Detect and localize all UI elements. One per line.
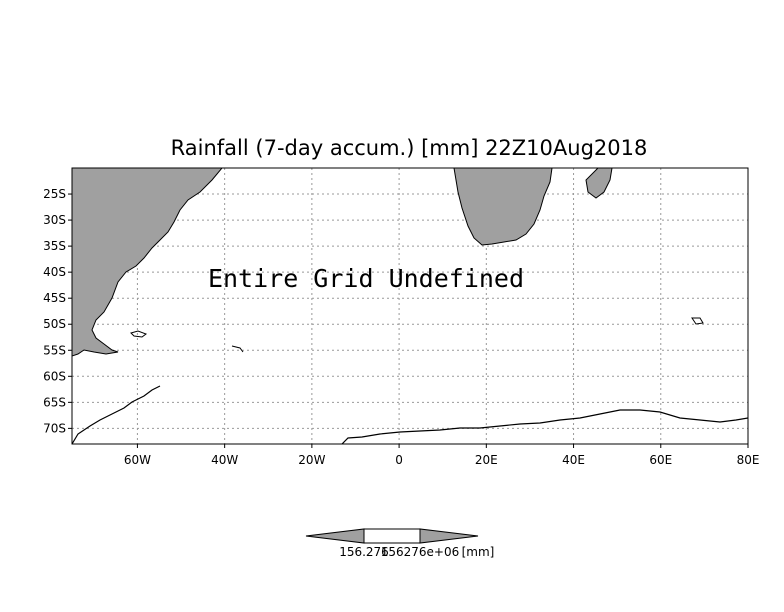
colorbar-left-triangle bbox=[305, 528, 365, 544]
colorbar-right-triangle bbox=[419, 528, 479, 544]
undefined-grid-message: Entire Grid Undefined bbox=[208, 264, 524, 293]
colorbar-unit-label: [mm] bbox=[462, 545, 495, 559]
colorbar-label-low: 156.276 bbox=[339, 545, 389, 559]
longitude-tick-label: 60E bbox=[649, 453, 672, 467]
south-georgia-island bbox=[231, 345, 244, 353]
latitude-tick-label: 60S bbox=[43, 369, 66, 383]
map-frame bbox=[71, 167, 749, 445]
latitude-tick-label: 30S bbox=[43, 213, 66, 227]
longitude-tick-label: 0 bbox=[395, 453, 403, 467]
latitude-tick-label: 50S bbox=[43, 317, 66, 331]
colorbar: 156.276 156276e+06 [mm] bbox=[305, 528, 495, 559]
longitude-tick-label: 40W bbox=[211, 453, 238, 467]
antarctic-peninsula-coast bbox=[72, 385, 161, 444]
latitude-tick-label: 70S bbox=[43, 421, 66, 435]
map-title: Rainfall (7-day accum.) [mm] 22Z10Aug201… bbox=[171, 136, 648, 160]
antarctica-coast bbox=[341, 409, 748, 444]
latitude-tick-label: 65S bbox=[43, 395, 66, 409]
latitude-axis: 25S 30S 35S 40S 45S 50S 55S 60S 65S 70S bbox=[43, 187, 72, 435]
longitude-tick-label: 60W bbox=[124, 453, 151, 467]
colorbar-center-box bbox=[363, 528, 421, 544]
kerguelen-islands bbox=[691, 317, 704, 325]
longitude-axis: 60W 40W 20W 0 20E 40E 60E 80E bbox=[124, 444, 760, 467]
longitude-tick-label: 80E bbox=[737, 453, 760, 467]
south-america-land bbox=[72, 168, 223, 357]
latitude-tick-label: 35S bbox=[43, 239, 66, 253]
latitude-tick-label: 40S bbox=[43, 265, 66, 279]
latitude-tick-label: 25S bbox=[43, 187, 66, 201]
longitude-tick-label: 20W bbox=[298, 453, 325, 467]
africa-land bbox=[453, 168, 553, 246]
latitude-tick-label: 45S bbox=[43, 291, 66, 305]
falkland-islands bbox=[130, 330, 148, 338]
longitude-tick-label: 40E bbox=[562, 453, 585, 467]
colorbar-label-high: 156276e+06 bbox=[381, 545, 460, 559]
latitude-tick-label: 55S bbox=[43, 343, 66, 357]
madagascar-land bbox=[585, 168, 613, 199]
map-area bbox=[72, 168, 748, 444]
ocean-background bbox=[72, 168, 748, 444]
longitude-tick-label: 20E bbox=[475, 453, 498, 467]
